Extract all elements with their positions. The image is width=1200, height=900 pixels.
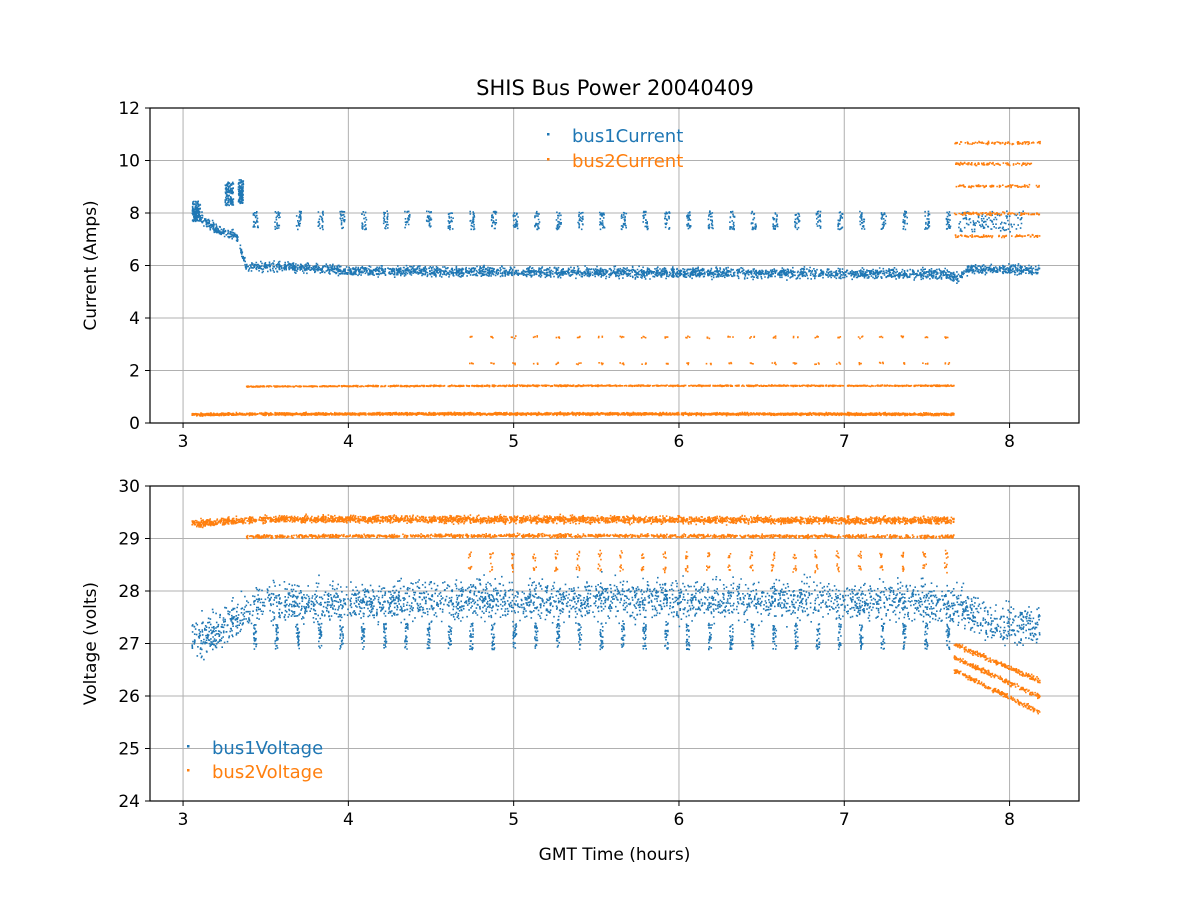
legend-marker-bus1Voltage xyxy=(187,745,190,748)
current-xtick-label: 3 xyxy=(178,432,189,452)
voltage-ytick-label: 27 xyxy=(118,635,140,655)
voltage-legend: bus1Voltage bus2Voltage xyxy=(187,738,323,783)
current-ytick-label: 2 xyxy=(129,362,140,382)
legend-marker-bus1Current xyxy=(547,133,550,136)
legend-label-bus1Current: bus1Current xyxy=(572,126,683,147)
voltage-xtick-label: 4 xyxy=(343,810,354,830)
voltage-axes: 3 4 5 6 7 8 24 25 26 27 28 29 30 Voltage (volts) GMT… xyxy=(81,477,1080,865)
voltage-ytick-label: 26 xyxy=(118,687,140,707)
chart-title: SHIS Bus Power 20040409 xyxy=(476,76,754,100)
current-ytick-label: 0 xyxy=(129,414,140,434)
current-legend: bus1Current bus2Current xyxy=(547,126,683,172)
current-xtick-label: 6 xyxy=(674,432,685,452)
current-xtick-label: 4 xyxy=(343,432,354,452)
current-axes: 3 4 5 6 7 8 0 2 4 6 8 10 12 Current (Amps) bus1Curre… xyxy=(81,99,1080,452)
voltage-ytick-label: 28 xyxy=(118,582,140,602)
current-ytick-label: 8 xyxy=(129,204,140,224)
legend-marker-bus2Voltage xyxy=(187,769,190,772)
voltage-ytick-label: 29 xyxy=(118,530,140,550)
voltage-ytick-label: 30 xyxy=(118,477,140,497)
legend-label-bus2Current: bus2Current xyxy=(572,151,683,172)
current-xtick-label: 7 xyxy=(839,432,850,452)
current-xtick-label: 8 xyxy=(1004,432,1015,452)
current-ticks: 3 4 5 6 7 8 0 2 4 6 8 10 12 xyxy=(118,99,1015,452)
current-ytick-label: 6 xyxy=(129,257,140,277)
series-bus1Voltage xyxy=(191,571,1041,661)
voltage-ylabel: Voltage (volts) xyxy=(81,582,101,705)
voltage-points xyxy=(191,513,1041,715)
current-ytick-label: 12 xyxy=(118,99,140,119)
voltage-ytick-label: 24 xyxy=(118,792,140,812)
current-xtick-label: 5 xyxy=(508,432,519,452)
voltage-xtick-label: 3 xyxy=(178,810,189,830)
current-ytick-label: 10 xyxy=(118,152,140,172)
voltage-xtick-label: 5 xyxy=(508,810,519,830)
voltage-xtick-label: 7 xyxy=(839,810,850,830)
current-ytick-label: 4 xyxy=(129,309,140,329)
legend-label-bus2Voltage: bus2Voltage xyxy=(212,762,323,783)
voltage-xlabel: GMT Time (hours) xyxy=(539,845,691,865)
voltage-ticks: 3 4 5 6 7 8 24 25 26 27 28 29 30 xyxy=(118,477,1015,830)
legend-label-bus1Voltage: bus1Voltage xyxy=(212,738,323,759)
voltage-xtick-label: 8 xyxy=(1004,810,1015,830)
voltage-xtick-label: 6 xyxy=(674,810,685,830)
current-ylabel: Current (Amps) xyxy=(81,200,101,330)
legend-marker-bus2Current xyxy=(547,158,550,161)
voltage-ytick-label: 25 xyxy=(118,740,140,760)
